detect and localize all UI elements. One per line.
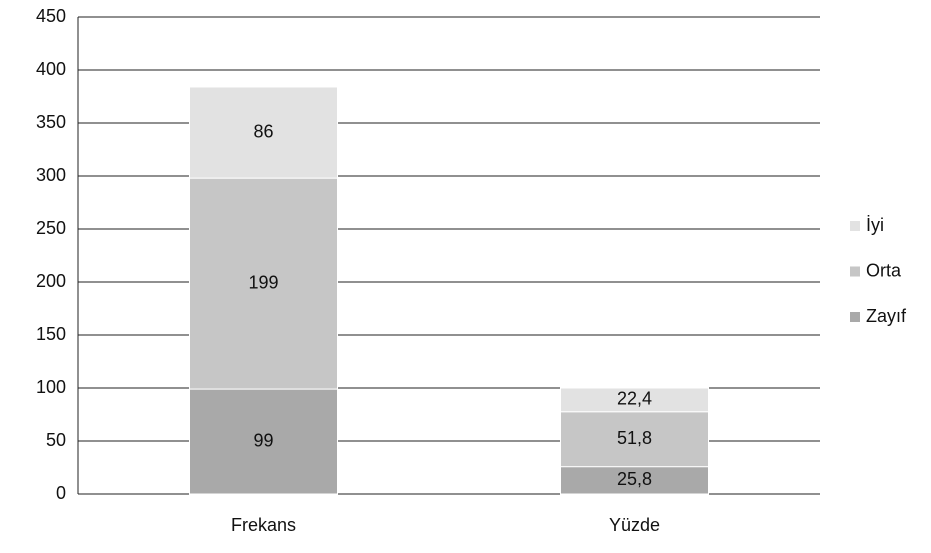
y-tick-label: 400 xyxy=(36,59,66,79)
bar-segment xyxy=(189,177,338,390)
bar-segment xyxy=(560,411,709,468)
y-tick-label: 150 xyxy=(36,324,66,344)
x-tick-label: Yüzde xyxy=(609,515,660,535)
legend-label: Orta xyxy=(866,260,902,280)
data-label: 86 xyxy=(253,121,273,141)
y-tick-label: 200 xyxy=(36,271,66,291)
y-tick-label: 350 xyxy=(36,112,66,132)
y-tick-label: 0 xyxy=(56,483,66,503)
y-tick-label: 450 xyxy=(36,6,66,26)
y-tick-label: 100 xyxy=(36,377,66,397)
data-label: 22,4 xyxy=(617,389,652,409)
data-label: 51,8 xyxy=(617,428,652,448)
legend-label: Zayıf xyxy=(866,306,907,326)
bar-segment xyxy=(560,387,709,413)
y-tick-label: 300 xyxy=(36,165,66,185)
data-label: 99 xyxy=(253,430,273,450)
legend-swatch xyxy=(850,266,860,277)
legend-swatch xyxy=(850,221,860,231)
y-tick-label: 250 xyxy=(36,218,66,238)
x-tick-label: Frekans xyxy=(231,515,296,535)
legend-swatch xyxy=(850,312,860,322)
data-label: 199 xyxy=(248,272,278,292)
bar-segment xyxy=(189,86,338,179)
bar-segment xyxy=(560,466,709,495)
y-tick-label: 50 xyxy=(46,430,66,450)
data-label: 25,8 xyxy=(617,469,652,489)
bar-segment xyxy=(189,388,338,495)
legend-label: İyi xyxy=(866,215,884,235)
